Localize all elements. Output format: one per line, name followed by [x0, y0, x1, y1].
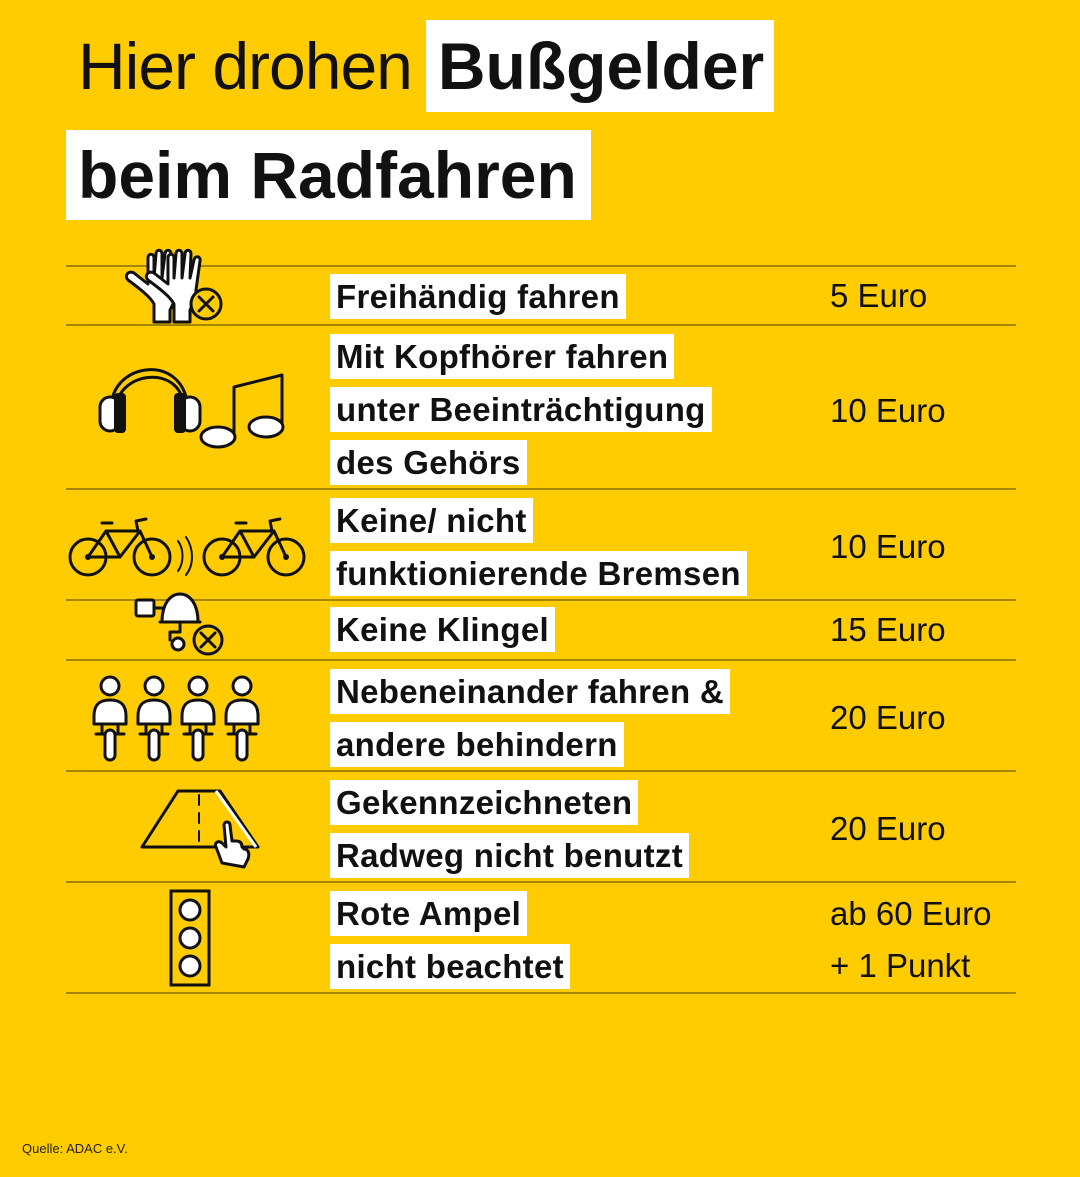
fine-row: Mit Kopfhörer fahren unter Beeinträchtig… — [66, 325, 1016, 488]
fine-price-line: 20 Euro — [830, 699, 946, 736]
fine-price-line: + 1 Punkt — [830, 947, 971, 984]
source-note: Quelle: ADAC e.V. — [22, 1141, 128, 1156]
fine-price-line: 10 Euro — [830, 528, 946, 565]
fine-row: Gekennzeichneten Radweg nicht benutzt 20… — [66, 771, 1016, 881]
fine-row: Keine/ nicht funktionierende Bremsen 10 … — [66, 489, 1016, 599]
divider — [66, 659, 1016, 661]
fine-row: Keine Klingel 15 Euro — [66, 592, 1016, 659]
title-line-1: Hier drohen Bußgelder — [78, 20, 775, 112]
divider — [66, 265, 1016, 267]
divider — [66, 992, 1016, 994]
bicycles-icon — [68, 517, 306, 577]
fine-label: Nebeneinander fahren & andere behindern — [330, 669, 731, 767]
fine-price: 10 Euro — [830, 385, 946, 437]
gloves-x-icon — [124, 248, 223, 324]
divider — [66, 770, 1016, 772]
fine-price-line: ab 60 Euro — [830, 895, 992, 932]
fine-label-line: unter Beeinträchtigung — [330, 387, 712, 432]
fine-price: 5 Euro — [830, 270, 927, 322]
fine-label-line: Keine Klingel — [330, 607, 555, 652]
fine-price: 20 Euro — [830, 803, 946, 855]
fine-label-line: Keine/ nicht — [330, 498, 533, 543]
fine-row: Nebeneinander fahren & andere behindern … — [66, 660, 1016, 770]
divider — [66, 488, 1016, 490]
fine-row: Rote Ampel nicht beachtet ab 60 Euro + 1… — [66, 882, 1016, 992]
divider — [66, 599, 1016, 601]
headphones-music-icon — [98, 368, 285, 449]
fine-label: Mit Kopfhörer fahren unter Beeinträchtig… — [330, 334, 712, 485]
title-line-2: beim Radfahren — [66, 130, 591, 220]
fine-label: Keine Klingel — [330, 607, 555, 652]
fine-label-line: des Gehörs — [330, 440, 527, 485]
fine-price-line: 20 Euro — [830, 810, 946, 847]
traffic-light-icon — [169, 889, 211, 987]
fine-label-line: Freihändig fahren — [330, 274, 626, 319]
fine-price: 20 Euro — [830, 692, 946, 744]
fine-row: Freihändig fahren 5 Euro — [66, 248, 1016, 324]
fine-label-line: Nebeneinander fahren & — [330, 669, 731, 714]
bell-x-icon — [134, 592, 224, 656]
fine-label-line: nicht beachtet — [330, 944, 570, 989]
fine-label-line: andere behindern — [330, 722, 624, 767]
cyclists-side-by-side-icon — [92, 675, 260, 762]
fine-price-line: 15 Euro — [830, 611, 946, 648]
fine-price-line: 5 Euro — [830, 277, 928, 314]
fine-price: 10 Euro — [830, 521, 946, 573]
divider — [66, 881, 1016, 883]
fine-label: Freihändig fahren — [330, 274, 626, 319]
fine-label-line: Radweg nicht benutzt — [330, 833, 689, 878]
fine-label-line: funktionierende Bremsen — [330, 551, 747, 596]
fine-label: Rote Ampel nicht beachtet — [330, 891, 570, 989]
fine-price-line: 10 Euro — [830, 392, 946, 429]
fine-label: Keine/ nicht funktionierende Bremsen — [330, 498, 747, 596]
fine-price: 15 Euro — [830, 604, 946, 656]
fine-label-line: Mit Kopfhörer fahren — [330, 334, 675, 379]
fine-label: Gekennzeichneten Radweg nicht benutzt — [330, 780, 689, 878]
fine-label-line: Rote Ampel — [330, 891, 528, 936]
fine-label-line: Gekennzeichneten — [330, 780, 639, 825]
bike-lane-pointer-icon — [140, 789, 260, 869]
title-plain: Hier drohen — [78, 29, 413, 103]
fine-price: ab 60 Euro + 1 Punkt — [830, 888, 991, 992]
title-highlight: Bußgelder — [425, 20, 775, 112]
divider — [66, 324, 1016, 326]
